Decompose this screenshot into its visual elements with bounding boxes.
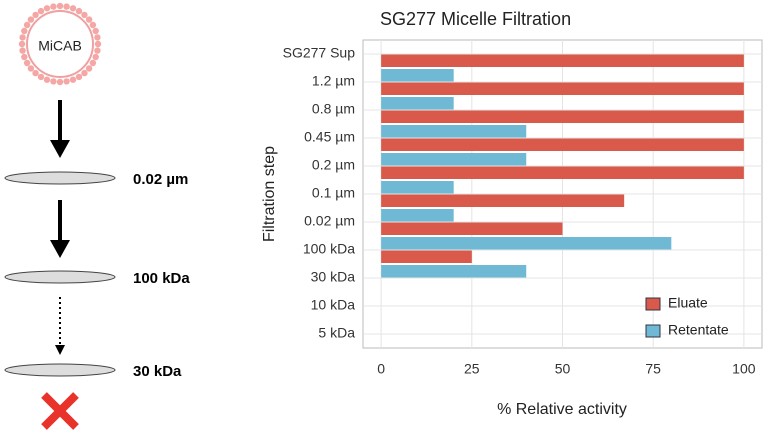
legend-label: Eluate	[668, 295, 708, 311]
bar	[381, 138, 744, 151]
bar	[381, 166, 744, 179]
legend-label: Retentate	[668, 322, 729, 338]
y-tick-label: 0.02 µm	[304, 213, 355, 229]
lipid-head	[89, 59, 97, 67]
lipid-head	[75, 7, 83, 15]
y-tick-label: 10 kDa	[311, 297, 356, 313]
micelle-label: MiCAB	[38, 38, 82, 54]
micelle-core	[26, 10, 94, 78]
y-tick-label: 30 kDa	[311, 269, 356, 285]
lipid-head	[81, 11, 88, 19]
lipid-head	[50, 3, 57, 10]
lipid-head	[56, 2, 64, 10]
x-tick-label: 75	[645, 361, 661, 377]
bar	[381, 222, 563, 235]
bar	[381, 209, 454, 222]
y-tick-label: 1.2 µm	[312, 73, 355, 89]
bar	[381, 125, 527, 138]
step-label: 30 kDa	[133, 363, 182, 380]
arrow-dotted	[55, 297, 65, 355]
filter	[4, 270, 116, 284]
step-label: 100 kDa	[133, 270, 190, 287]
x-tick-label: 100	[732, 361, 756, 377]
chart-title: SG277 Micelle Filtration	[380, 9, 571, 29]
bar	[381, 54, 744, 67]
lipid-head	[50, 78, 57, 85]
y-tick-label: 5 kDa	[318, 325, 355, 341]
arrow	[50, 100, 70, 158]
bar	[381, 69, 454, 82]
lipid-head	[63, 78, 70, 85]
lipid-head	[21, 53, 28, 61]
lipid-head	[23, 59, 31, 67]
red-x	[41, 392, 79, 430]
bar	[381, 181, 454, 194]
lipid-head	[92, 27, 99, 35]
bar	[381, 153, 527, 166]
lipid-head	[85, 16, 93, 23]
lipid-head	[94, 40, 102, 48]
lipid-head	[92, 53, 99, 61]
x-axis-label: % Relative activity	[497, 401, 627, 418]
lipid-head	[75, 73, 83, 81]
bar	[381, 237, 672, 250]
x-tick-label: 50	[555, 361, 571, 377]
bar	[381, 265, 527, 278]
lipid-head	[32, 69, 39, 77]
lipid-head	[23, 21, 31, 29]
lipid-head	[19, 47, 26, 54]
lipid-head	[21, 27, 28, 35]
lipid-head	[63, 3, 70, 10]
step-label: 0.02 µm	[133, 171, 188, 188]
x-tick-label: 0	[377, 361, 385, 377]
lipid-head	[18, 40, 26, 48]
lipid-head	[69, 5, 77, 12]
y-tick-label: 100 kDa	[303, 241, 355, 257]
arrow	[50, 200, 70, 258]
x-tick-label: 25	[464, 361, 480, 377]
legend-swatch	[645, 297, 661, 311]
y-tick-label: 0.1 µm	[312, 185, 355, 201]
lipid-head	[43, 76, 51, 83]
bar	[381, 97, 454, 110]
lipid-head	[37, 7, 45, 15]
lipid-head	[81, 69, 88, 77]
filter	[4, 363, 116, 377]
y-tick-label: 0.2 µm	[312, 157, 355, 173]
bar	[381, 194, 625, 207]
lipid-head	[56, 78, 64, 86]
lipid-head	[37, 73, 45, 81]
lipid-head	[89, 21, 97, 29]
y-tick-label: 0.8 µm	[312, 101, 355, 117]
lipid-head	[94, 47, 101, 54]
micelle-icon	[18, 2, 102, 86]
bar	[381, 250, 472, 263]
lipid-head	[27, 65, 35, 72]
y-axis-label: Filtration step	[261, 146, 278, 242]
bar	[381, 82, 744, 95]
lipid-head	[19, 34, 26, 41]
lipid-head	[94, 34, 101, 41]
filter	[4, 171, 116, 185]
lipid-head	[43, 5, 51, 12]
bar	[381, 110, 744, 123]
lipid-head	[27, 16, 35, 23]
legend-swatch	[645, 324, 661, 338]
y-tick-label: 0.45 µm	[304, 129, 355, 145]
lipid-head	[32, 11, 39, 19]
y-tick-label: SG277 Sup	[283, 45, 356, 61]
lipid-head	[85, 65, 93, 72]
lipid-head	[69, 76, 77, 83]
